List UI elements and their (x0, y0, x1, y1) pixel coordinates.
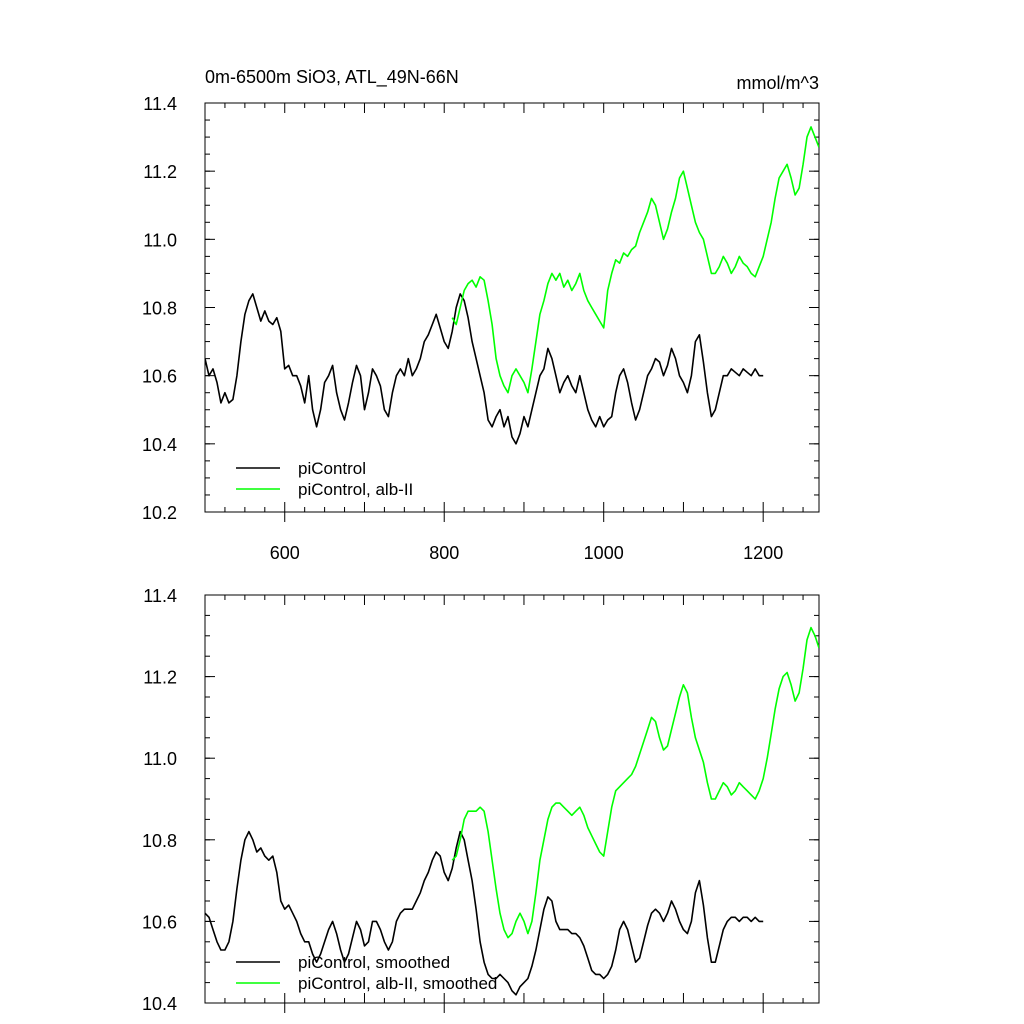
legend-label: piControl, alb-II (298, 480, 413, 499)
legend-label: piControl (298, 459, 366, 478)
legend-label: piControl, smoothed (298, 953, 450, 972)
x-tick-label: 1200 (743, 543, 783, 563)
top-panel: 600 800 1000 1200 10.2 10.4 10.6 10.8 11.0 11.2 11… (142, 67, 820, 563)
chart-units: mmol/m^3 (737, 73, 819, 93)
y-tick-label: 10.4 (142, 435, 177, 455)
y-tick-label: 11.2 (143, 668, 177, 688)
plot-frame (204, 594, 820, 1004)
y-tick-label: 11.0 (143, 230, 177, 250)
y-tick-label: 10.4 (142, 994, 177, 1014)
y-tick-label: 10.8 (142, 831, 177, 851)
y-tick-label: 10.6 (142, 367, 177, 387)
x-tick-label: 600 (270, 543, 300, 563)
y-tick-label: 11.4 (143, 586, 177, 606)
y-tick-label: 10.2 (142, 503, 177, 523)
chart-title: 0m-6500m SiO3, ATL_49N-66N (205, 67, 459, 88)
series-line-alb-ii (451, 126, 819, 394)
y-tick-label: 11.2 (143, 162, 177, 182)
series-line-picontrol (205, 830, 764, 996)
series-line-alb-ii (451, 626, 819, 939)
series-line-picontrol (205, 293, 764, 445)
legend-label: piControl, alb-II, smoothed (298, 974, 497, 993)
y-tick-label: 10.8 (142, 299, 177, 319)
y-tick-label: 11.0 (143, 749, 177, 769)
y-tick-label: 10.6 (142, 912, 177, 932)
x-tick-label: 1000 (584, 543, 624, 563)
x-tick-label: 800 (429, 543, 459, 563)
y-tick-label: 11.4 (143, 94, 177, 114)
plot-frame (204, 102, 820, 513)
bottom-panel: 10.4 10.6 10.8 11.0 11.2 11.4 piControl, smoot… (142, 586, 820, 1014)
